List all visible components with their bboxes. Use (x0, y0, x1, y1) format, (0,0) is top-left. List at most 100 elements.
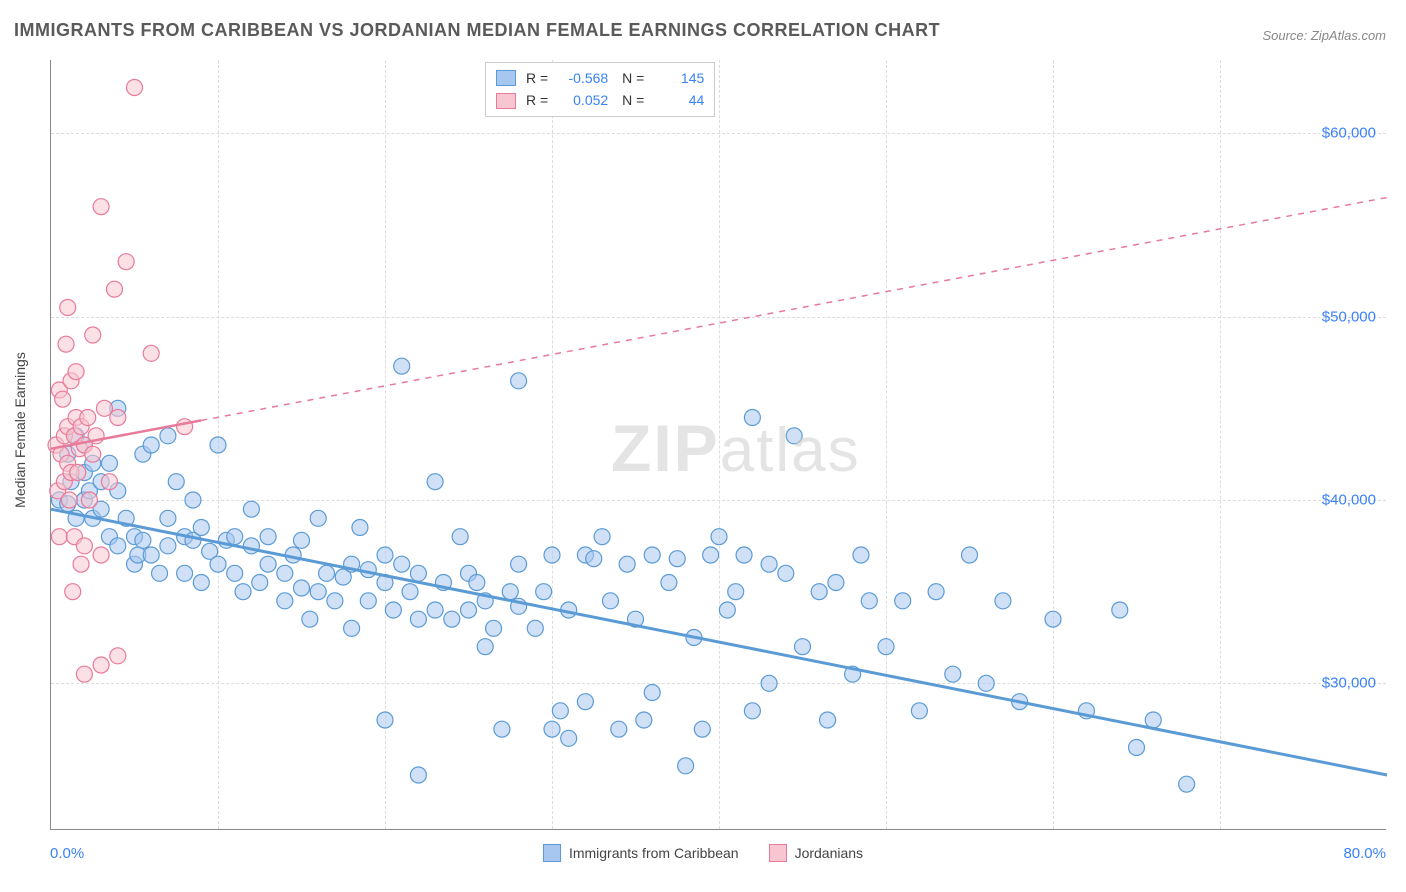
legend-bottom-label-0: Immigrants from Caribbean (569, 845, 739, 861)
scatter-point (377, 547, 393, 563)
scatter-point (76, 538, 92, 554)
scatter-point (110, 538, 126, 554)
scatter-point (669, 551, 685, 567)
legend-row-series-1: R = 0.052 N = 44 (496, 89, 704, 111)
scatter-point (594, 529, 610, 545)
scatter-point (394, 556, 410, 572)
scatter-point (55, 391, 71, 407)
scatter-point (85, 446, 101, 462)
scatter-point (611, 721, 627, 737)
scatter-point (410, 611, 426, 627)
scatter-point (928, 584, 944, 600)
x-axis-max-label: 80.0% (1343, 845, 1386, 862)
scatter-point (143, 547, 159, 563)
scatter-point (761, 556, 777, 572)
scatter-point (978, 675, 994, 691)
scatter-point (828, 575, 844, 591)
scatter-point (101, 455, 117, 471)
scatter-point (477, 639, 493, 655)
scatter-point (736, 547, 752, 563)
scatter-point (486, 620, 502, 636)
scatter-point (143, 345, 159, 361)
legend-swatch-1 (496, 93, 516, 109)
scatter-point (277, 565, 293, 581)
scatter-point (81, 492, 97, 508)
scatter-point (786, 428, 802, 444)
legend-bottom-swatch-0 (543, 844, 561, 862)
scatter-point (93, 199, 109, 215)
scatter-point (93, 547, 109, 563)
legend-row-series-0: R = -0.568 N = 145 (496, 67, 704, 89)
scatter-point (310, 584, 326, 600)
scatter-point (427, 474, 443, 490)
scatter-point (527, 620, 543, 636)
scatter-point (235, 584, 251, 600)
scatter-point (327, 593, 343, 609)
trend-line-dashed (201, 198, 1387, 421)
scatter-point (302, 611, 318, 627)
scatter-point (945, 666, 961, 682)
scatter-point (76, 666, 92, 682)
scatter-point (210, 556, 226, 572)
scatter-point (310, 510, 326, 526)
scatter-point (385, 602, 401, 618)
scatter-point (85, 327, 101, 343)
scatter-point (602, 593, 618, 609)
scatter-point (778, 565, 794, 581)
scatter-point (70, 465, 86, 481)
scatter-point (344, 620, 360, 636)
scatter-point (511, 373, 527, 389)
scatter-point (1045, 611, 1061, 627)
scatter-point (152, 565, 168, 581)
legend-r-0: -0.568 (558, 67, 608, 89)
scatter-point (461, 602, 477, 618)
scatter-point (65, 584, 81, 600)
scatter-point (227, 565, 243, 581)
scatter-point (177, 419, 193, 435)
scatter-point (168, 474, 184, 490)
scatter-point (177, 565, 193, 581)
scatter-point (210, 437, 226, 453)
scatter-point (761, 675, 777, 691)
scatter-point (694, 721, 710, 737)
scatter-point (644, 547, 660, 563)
scatter-point (719, 602, 735, 618)
scatter-point (494, 721, 510, 737)
scatter-point (1179, 776, 1195, 792)
source-attribution: Source: ZipAtlas.com (1262, 28, 1386, 43)
scatter-point (410, 767, 426, 783)
scatter-point (452, 529, 468, 545)
chart-title: IMMIGRANTS FROM CARIBBEAN VS JORDANIAN M… (14, 20, 940, 41)
scatter-point (68, 364, 84, 380)
scatter-point (811, 584, 827, 600)
scatter-point (73, 556, 89, 572)
scatter-point (61, 492, 77, 508)
scatter-point (895, 593, 911, 609)
scatter-point (544, 547, 560, 563)
x-axis-origin-label: 0.0% (50, 845, 84, 862)
scatter-point (1129, 740, 1145, 756)
scatter-point (360, 593, 376, 609)
scatter-point (252, 575, 268, 591)
trend-line-solid (51, 509, 1387, 775)
scatter-point (795, 639, 811, 655)
scatter-point (962, 547, 978, 563)
legend-bottom-label-1: Jordanians (795, 845, 864, 861)
y-axis-title: Median Female Earnings (12, 352, 28, 508)
scatter-point (106, 281, 122, 297)
scatter-point (511, 556, 527, 572)
scatter-point (60, 300, 76, 316)
scatter-point (636, 712, 652, 728)
scatter-point (502, 584, 518, 600)
scatter-point (744, 410, 760, 426)
scatter-point (661, 575, 677, 591)
scatter-point (294, 532, 310, 548)
scatter-point (51, 529, 67, 545)
scatter-point (260, 529, 276, 545)
scatter-point (469, 575, 485, 591)
scatter-point (135, 532, 151, 548)
scatter-point (678, 758, 694, 774)
scatter-point (118, 254, 134, 270)
scatter-point (853, 547, 869, 563)
chart-plot-area: ZIPatlas $30,000$40,000$50,000$60,000 (50, 60, 1386, 830)
